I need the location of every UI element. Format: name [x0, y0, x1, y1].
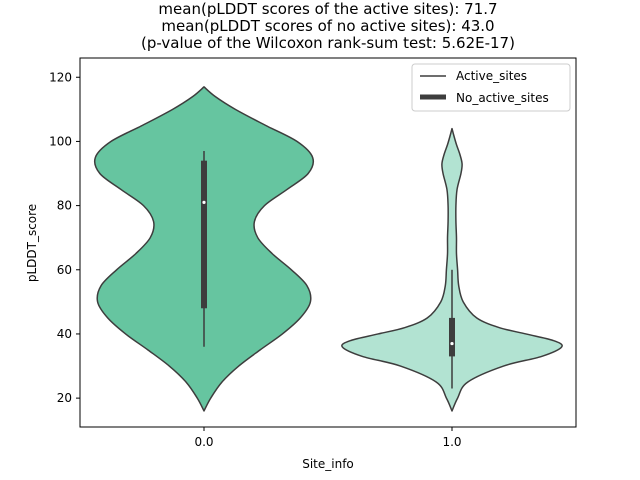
y-tick-label: 20 [57, 391, 72, 405]
legend: Active_sites No_active_sites [411, 63, 571, 112]
x-axis-ticks: 0.0 1.0 [194, 427, 462, 449]
x-tick-label: 1.0 [442, 435, 461, 449]
y-tick-label: 60 [57, 263, 72, 277]
violin-median-point [450, 341, 454, 346]
chart-title-line-3: (p-value of the Wilcoxon rank-sum test: … [141, 34, 515, 52]
y-tick-label: 120 [49, 70, 72, 84]
chart-title-line-1: mean(pLDDT scores of the active sites): … [158, 0, 497, 18]
legend-label-active-sites: Active_sites [456, 69, 527, 83]
chart-title-line-2: mean(pLDDT scores of no active sites): 4… [161, 17, 494, 35]
x-axis-label: Site_info [302, 457, 354, 471]
legend-label-no-active-sites: No_active_sites [456, 91, 549, 105]
y-tick-label: 100 [49, 134, 72, 148]
violin-iqr-box [449, 317, 455, 357]
axes-frame [79, 57, 577, 428]
violin-iqr-box [201, 160, 207, 309]
violin-median-point [202, 200, 206, 204]
y-tick-label: 40 [57, 327, 72, 341]
y-axis-ticks: 20 40 60 80 100 120 [49, 70, 80, 405]
y-tick-label: 80 [57, 199, 72, 213]
y-axis-label: pLDDT_score [25, 204, 39, 282]
legend-box [411, 63, 571, 112]
x-tick-label: 0.0 [194, 435, 213, 449]
plot-area [93, 86, 563, 412]
